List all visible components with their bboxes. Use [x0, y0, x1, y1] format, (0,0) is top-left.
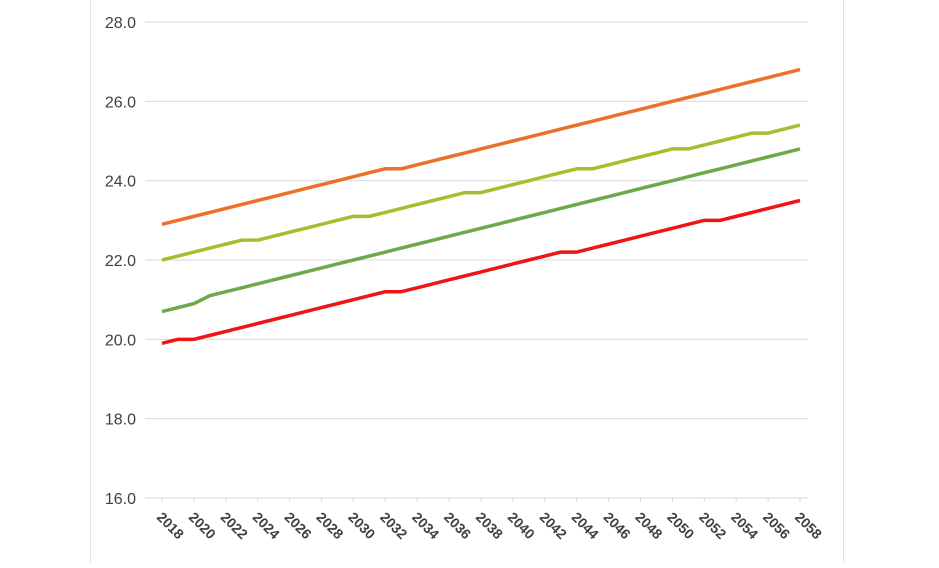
series-line — [161, 123, 801, 262]
x-tick-label: 2026 — [281, 509, 314, 542]
x-tick-label: 2034 — [409, 509, 442, 542]
x-tick-label: 2036 — [441, 509, 474, 542]
series-line — [161, 67, 801, 226]
x-tick-label: 2046 — [600, 509, 633, 542]
y-tick-label: 16.0 — [105, 491, 136, 508]
x-tick-label: 2052 — [696, 509, 729, 542]
x-tick-label: 2028 — [313, 509, 346, 542]
x-tick-label: 2020 — [186, 509, 219, 542]
y-tick-label: 24.0 — [105, 174, 136, 191]
y-tick-label: 18.0 — [105, 412, 136, 429]
x-tick-label: 2022 — [218, 509, 251, 542]
x-tick-label: 2038 — [473, 509, 506, 542]
x-tick-label: 2018 — [154, 509, 187, 542]
y-tick-label: 28.0 — [105, 15, 136, 32]
x-tick-label: 2030 — [345, 509, 378, 542]
x-tick-label: 2054 — [728, 509, 761, 542]
y-tick-label: 20.0 — [105, 332, 136, 349]
x-tick-label: 2024 — [250, 509, 283, 542]
y-tick-label: 26.0 — [105, 94, 136, 111]
x-tick-label: 2042 — [537, 509, 570, 542]
x-tick-label: 2048 — [632, 509, 665, 542]
x-tick-label: 2056 — [760, 509, 793, 542]
series-line — [161, 147, 801, 314]
x-tick-label: 2058 — [792, 509, 825, 542]
x-tick-label: 2032 — [377, 509, 410, 542]
series-line — [161, 198, 801, 345]
x-tick-label: 2044 — [569, 509, 602, 542]
y-tick-label: 22.0 — [105, 253, 136, 270]
x-tick-label: 2040 — [505, 509, 538, 542]
x-tick-label: 2050 — [664, 509, 697, 542]
